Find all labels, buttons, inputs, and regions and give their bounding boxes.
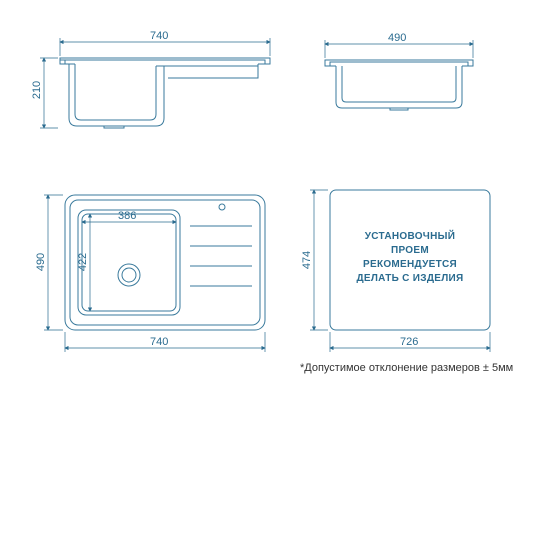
dim-740-top: 740 bbox=[150, 30, 168, 42]
note-line-4: ДЕЛАТЬ С ИЗДЕЛИЯ bbox=[356, 273, 463, 284]
dim-490-top: 490 bbox=[388, 32, 406, 44]
dim-726: 726 bbox=[400, 336, 418, 348]
cutout-note: УСТАНОВОЧНЫЙ ПРОЕМ РЕКОМЕНДУЕТСЯ ДЕЛАТЬ … bbox=[340, 230, 480, 286]
technical-drawing: 740 210 490 740 490 386 422 726 474 УСТА… bbox=[0, 0, 550, 550]
dim-386: 386 bbox=[118, 210, 136, 222]
dim-422: 422 bbox=[77, 253, 89, 271]
note-line-1: УСТАНОВОЧНЫЙ bbox=[365, 231, 455, 242]
tolerance-footnote: *Допустимое отклонение размеров ± 5мм bbox=[300, 362, 513, 374]
dim-740-bottom: 740 bbox=[150, 336, 168, 348]
side-elevation bbox=[325, 60, 473, 110]
top-view bbox=[65, 195, 265, 330]
dim-210: 210 bbox=[31, 81, 43, 99]
front-elevation bbox=[60, 58, 270, 128]
dim-474: 474 bbox=[301, 251, 313, 269]
note-line-3: РЕКОМЕНДУЕТСЯ bbox=[363, 259, 457, 270]
note-line-2: ПРОЕМ bbox=[391, 245, 429, 256]
dim-490-left: 490 bbox=[35, 253, 47, 271]
